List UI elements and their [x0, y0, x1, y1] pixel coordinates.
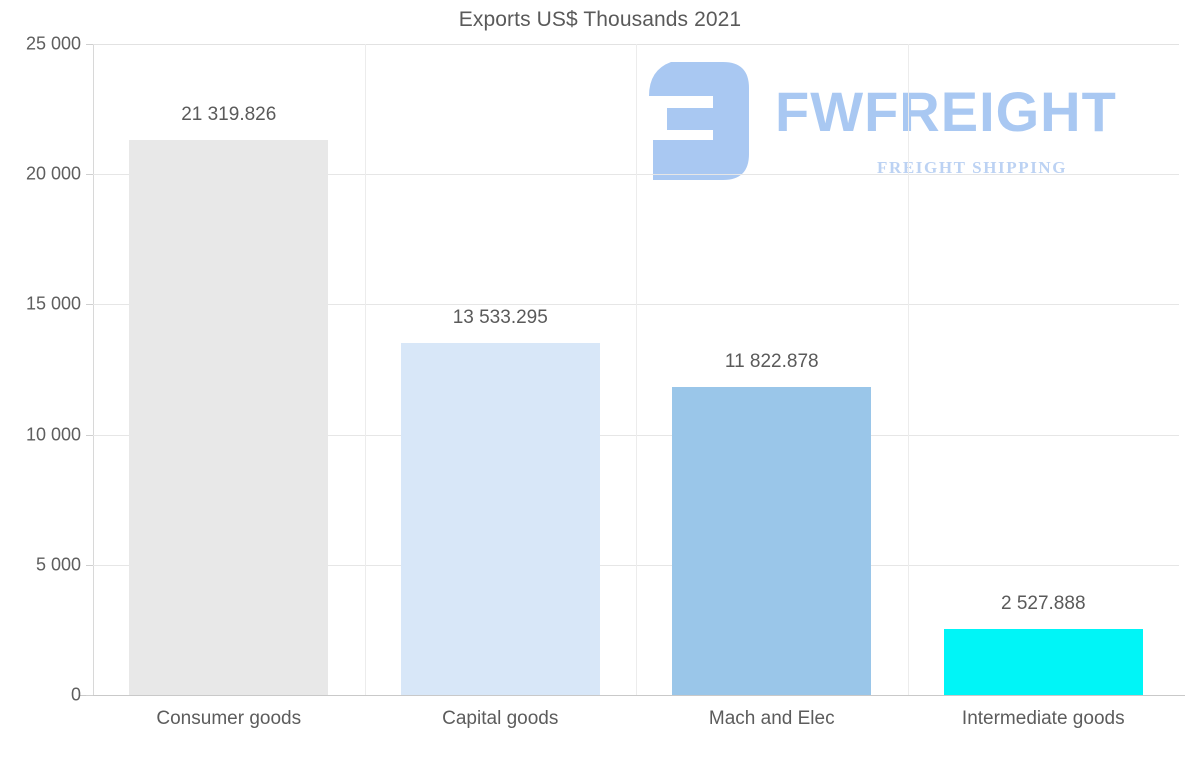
y-axis-tick-label: 10 000: [25, 424, 81, 445]
gridline-vertical: [908, 44, 909, 695]
y-axis-tick-label: 0: [70, 684, 81, 705]
bar[interactable]: [401, 342, 600, 695]
bar[interactable]: [672, 387, 871, 695]
plot-area: 21 319.826 13 533.295 11 822.878 2 527.888: [93, 44, 1179, 695]
x-axis-category-label: Consumer goods: [156, 708, 302, 729]
y-axis-tick-mark: [86, 304, 93, 306]
x-axis-line: [80, 695, 1185, 696]
bar-value-label: 11 822.878: [724, 351, 819, 373]
gridline-vertical: [365, 44, 366, 695]
x-axis-category-label: Capital goods: [442, 708, 559, 729]
y-axis-tick-label: 25 000: [25, 33, 81, 54]
bar-value-label: 13 533.295: [452, 306, 548, 328]
chart-title: Exports US$ Thousands 2021: [458, 8, 742, 31]
y-axis-tick-label: 15 000: [25, 293, 81, 314]
y-axis-line: [93, 44, 94, 696]
y-axis-tick-mark: [86, 434, 93, 436]
y-axis-tick-label: 20 000: [25, 163, 81, 184]
y-axis-tick-mark: [86, 44, 93, 45]
y-axis-tick-label: 5 000: [35, 554, 81, 575]
bar-value-label: 21 319.826: [181, 103, 277, 125]
bar[interactable]: [944, 629, 1143, 695]
x-axis-category-label: Intermediate goods: [961, 708, 1125, 729]
y-axis-tick-mark: [86, 174, 93, 176]
x-axis-category-label: Mach and Elec: [708, 708, 835, 729]
bar-value-label: 2 527.888: [1000, 593, 1086, 615]
gridline-vertical: [636, 44, 637, 695]
y-axis-tick-mark: [86, 564, 93, 566]
bar[interactable]: [129, 139, 328, 695]
